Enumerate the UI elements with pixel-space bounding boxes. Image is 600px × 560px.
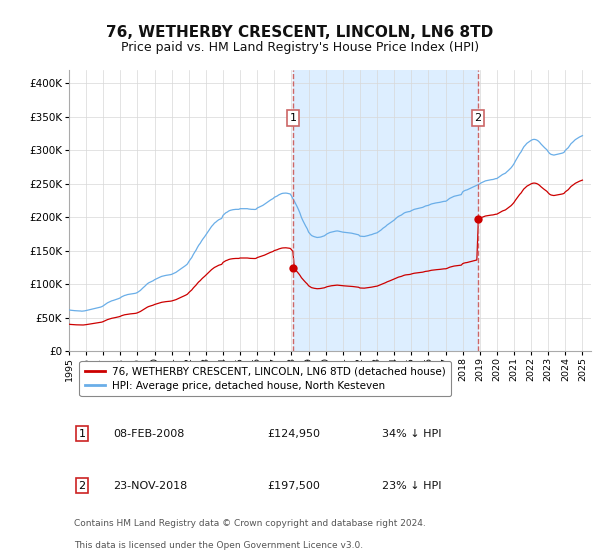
Text: 1: 1: [79, 428, 86, 438]
Text: 2: 2: [79, 480, 86, 491]
Text: 23% ↓ HPI: 23% ↓ HPI: [382, 480, 442, 491]
Text: 08-FEB-2008: 08-FEB-2008: [113, 428, 185, 438]
Text: £197,500: £197,500: [268, 480, 320, 491]
Legend: 76, WETHERBY CRESCENT, LINCOLN, LN6 8TD (detached house), HPI: Average price, de: 76, WETHERBY CRESCENT, LINCOLN, LN6 8TD …: [79, 361, 451, 396]
Text: 76, WETHERBY CRESCENT, LINCOLN, LN6 8TD: 76, WETHERBY CRESCENT, LINCOLN, LN6 8TD: [106, 25, 494, 40]
Text: 1: 1: [290, 113, 297, 123]
Bar: [293, 70, 478, 351]
Text: Contains HM Land Registry data © Crown copyright and database right 2024.: Contains HM Land Registry data © Crown c…: [74, 519, 426, 528]
Text: This data is licensed under the Open Government Licence v3.0.: This data is licensed under the Open Gov…: [74, 542, 364, 550]
Text: 2: 2: [475, 113, 482, 123]
Text: 34% ↓ HPI: 34% ↓ HPI: [382, 428, 442, 438]
Text: Price paid vs. HM Land Registry's House Price Index (HPI): Price paid vs. HM Land Registry's House …: [121, 41, 479, 54]
Text: £124,950: £124,950: [268, 428, 320, 438]
Text: 23-NOV-2018: 23-NOV-2018: [113, 480, 188, 491]
